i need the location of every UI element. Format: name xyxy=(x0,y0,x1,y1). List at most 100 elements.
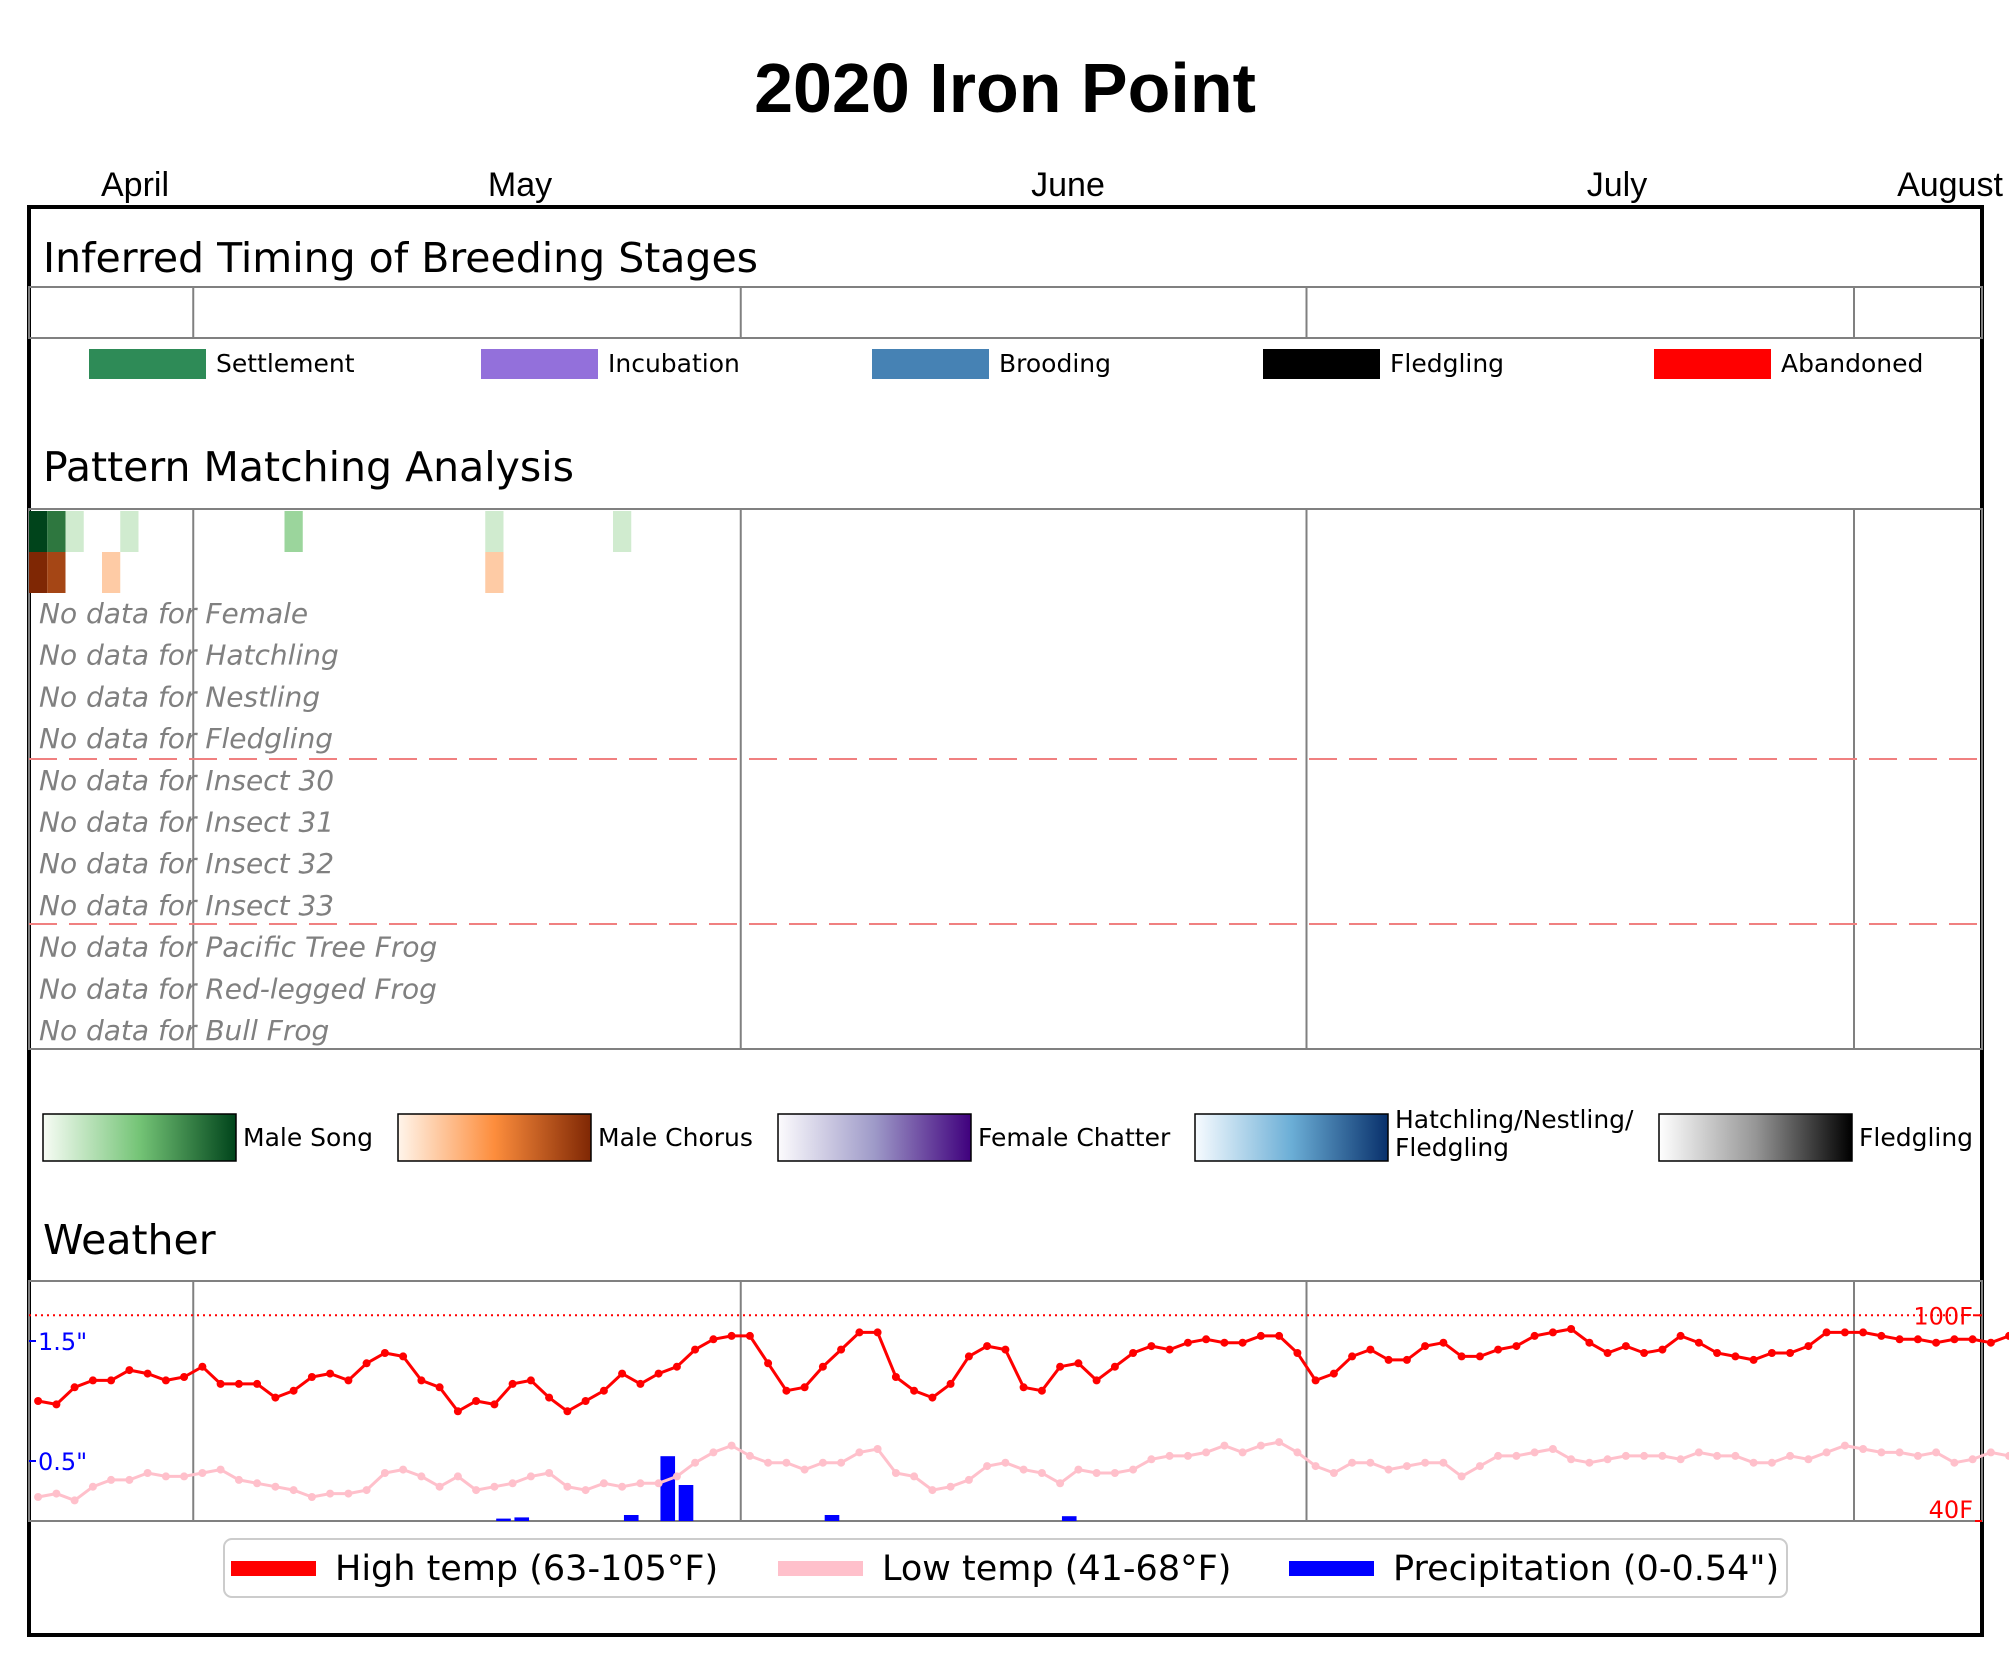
low-temp-point xyxy=(1548,1445,1557,1453)
male-song-cell xyxy=(47,511,66,552)
high-temp-line xyxy=(37,1327,2009,1414)
low-temp-point xyxy=(1329,1469,1338,1477)
high-temp-point xyxy=(107,1376,116,1385)
low-temp-point xyxy=(1603,1455,1612,1464)
low-temp-point xyxy=(545,1469,554,1477)
high-temp-point xyxy=(52,1400,61,1409)
low-temp-point xyxy=(1640,1451,1649,1460)
high-temp-point xyxy=(1786,1349,1795,1357)
high-temp-point xyxy=(983,1342,992,1351)
low-temp-point xyxy=(782,1458,791,1467)
colorbar-label-2: Female Chatter xyxy=(978,1123,1171,1152)
high-temp-point xyxy=(1475,1352,1484,1361)
high-temp-point xyxy=(453,1407,462,1416)
low-temp-point xyxy=(672,1472,681,1481)
low-temp-point xyxy=(1494,1451,1503,1460)
low-temp-point xyxy=(526,1472,535,1481)
low-temp-point xyxy=(1968,1455,1977,1464)
colorbar-4 xyxy=(1658,1113,1853,1162)
low-temp-point xyxy=(180,1472,189,1481)
no-data-row: No data for Insect 31 xyxy=(39,806,334,839)
low-temp-point xyxy=(70,1496,79,1505)
section-title-weather: Weather xyxy=(43,1216,216,1264)
low-temp-point xyxy=(1001,1458,1010,1467)
high-temp-point xyxy=(198,1362,207,1371)
stage-label-fledgling: Fledgling xyxy=(1390,349,1504,378)
low-temp-point xyxy=(1822,1448,1831,1457)
high-temp-point xyxy=(88,1376,97,1385)
low-temp-point xyxy=(873,1445,882,1453)
low-temp-point xyxy=(1092,1469,1101,1477)
high-temp-point xyxy=(837,1345,846,1354)
weather-legend-swatch-1 xyxy=(778,1561,863,1576)
male-song-cell xyxy=(29,511,48,552)
low-temp-point xyxy=(1256,1441,1265,1450)
low-temp-point xyxy=(1439,1458,1448,1467)
high-temp-point xyxy=(180,1373,189,1381)
low-temp-point xyxy=(727,1441,736,1450)
high-temp-point xyxy=(253,1379,262,1388)
high-temp-point xyxy=(1311,1376,1320,1385)
low-temp-point xyxy=(307,1493,316,1501)
male-chorus-cell xyxy=(29,552,48,593)
high-temp-point xyxy=(234,1379,243,1388)
right-tick-label: 100F xyxy=(1913,1302,1973,1330)
low-temp-point xyxy=(1621,1451,1630,1460)
high-temp-point xyxy=(1165,1345,1174,1354)
high-temp-point xyxy=(910,1386,919,1395)
precip-bar xyxy=(514,1517,530,1521)
high-temp-point xyxy=(1895,1335,1904,1344)
no-data-row: No data for Hatchling xyxy=(39,639,339,672)
low-temp-point xyxy=(946,1482,955,1491)
weather-legend-label-0: High temp (63-105°F) xyxy=(335,1549,718,1589)
low-temp-point xyxy=(563,1482,572,1491)
pattern-panel xyxy=(28,508,1983,1050)
low-temp-point xyxy=(125,1475,134,1484)
high-temp-point xyxy=(599,1386,608,1395)
stages-grid xyxy=(192,287,1855,338)
male-song-cell xyxy=(485,511,504,552)
colorbar-1 xyxy=(397,1113,592,1162)
low-temp-point xyxy=(2005,1451,2009,1460)
low-temp-point xyxy=(453,1472,462,1481)
male-chorus-cell xyxy=(485,552,504,593)
high-temp-point xyxy=(745,1331,754,1340)
no-data-row: No data for Red-legged Frog xyxy=(39,972,437,1005)
low-temp-series xyxy=(34,1438,2009,1505)
low-temp-point xyxy=(1877,1448,1886,1457)
weather-legend-label-1: Low temp (41-68°F) xyxy=(882,1549,1231,1589)
high-temp-point xyxy=(326,1369,335,1378)
low-temp-point xyxy=(1713,1451,1722,1460)
high-temp-point xyxy=(1567,1325,1576,1333)
low-temp-point xyxy=(928,1486,937,1495)
weather-legend-box xyxy=(223,1538,1788,1598)
low-temp-point xyxy=(1202,1448,1211,1457)
high-temp-point xyxy=(1731,1352,1740,1361)
high-temp-point xyxy=(764,1359,773,1368)
colorbar-3 xyxy=(1194,1113,1389,1162)
low-temp-point xyxy=(618,1482,627,1491)
high-temp-point xyxy=(161,1376,170,1385)
low-temp-point xyxy=(1932,1448,1941,1457)
low-temp-point xyxy=(1293,1448,1302,1457)
high-temp-point xyxy=(928,1393,937,1402)
section-title-pattern: Pattern Matching Analysis xyxy=(43,443,574,491)
low-temp-point xyxy=(745,1451,754,1460)
high-temp-point xyxy=(2005,1331,2009,1340)
weather-legend-swatch-0 xyxy=(231,1561,316,1576)
section-title-stages: Inferred Timing of Breeding Stages xyxy=(43,234,758,282)
high-temp-point xyxy=(1220,1338,1229,1347)
high-temp-point xyxy=(1384,1355,1393,1364)
male-song-cell xyxy=(613,511,632,552)
low-temp-point xyxy=(417,1472,426,1481)
high-temp-point xyxy=(1129,1349,1138,1357)
low-temp-point xyxy=(1676,1455,1685,1464)
weather-panel xyxy=(28,1280,1983,1522)
low-temp-point xyxy=(1585,1458,1594,1467)
no-data-rows: No data for Female No data for Hatchling N… xyxy=(39,597,437,1047)
high-temp-point xyxy=(1968,1335,1977,1344)
precip-bar xyxy=(678,1485,694,1521)
low-temp-point xyxy=(964,1475,973,1484)
high-temp-point xyxy=(1585,1338,1594,1347)
